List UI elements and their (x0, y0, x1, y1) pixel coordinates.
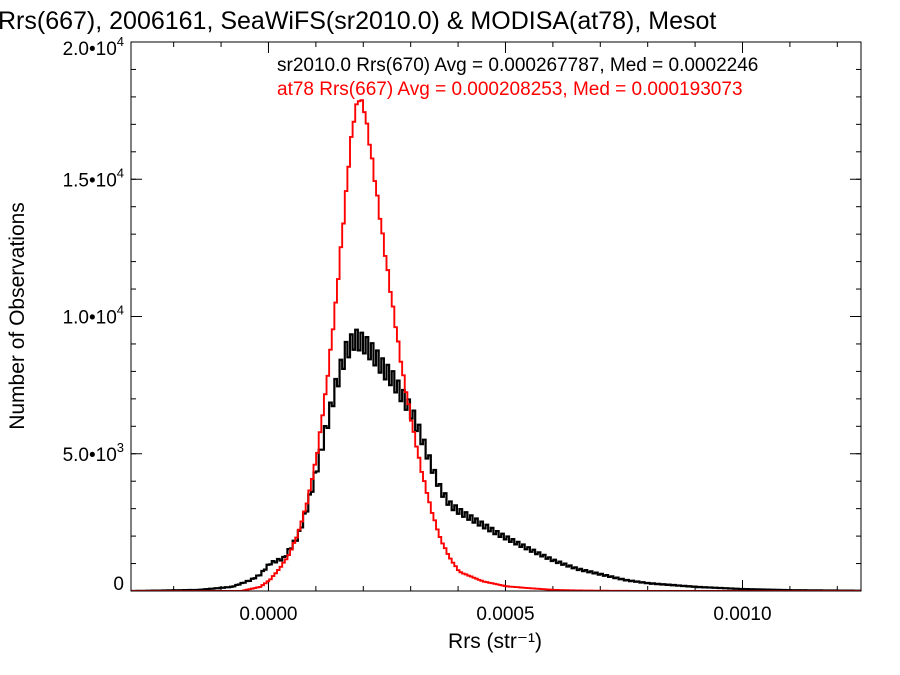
plot-frame (130, 41, 862, 592)
series-layer (131, 99, 861, 591)
legend-entry-sr2010: sr2010.0 Rrs(670) Avg = 0.000267787, Med… (277, 55, 758, 76)
chart-title: Rrs(667), 2006161, SeaWiFS(sr2010.0) & M… (0, 7, 716, 35)
y-tick-label: 1.5•104 (63, 165, 124, 191)
y-tick-label: 5.0•103 (63, 440, 124, 466)
legend-entry-at78: at78 Rrs(667) Avg = 0.000208253, Med = 0… (277, 79, 743, 100)
y-tick-label: 1.0•104 (63, 303, 124, 329)
x-tick-label: 0.0010 (713, 604, 771, 625)
y-tick-label: 0 (113, 574, 124, 595)
y-tick-label: 2.0•104 (63, 34, 124, 60)
x-tick-labels: 0.0000 0.0005 0.0010 (239, 604, 771, 625)
x-tick-label: 0.0005 (476, 604, 534, 625)
minor-ticks (131, 42, 861, 591)
y-tick-labels: 0 5.0•103 1.0•104 1.5•104 2.0•104 (63, 34, 124, 595)
y-axis-label: Number of Observations (6, 202, 29, 430)
x-tick-label: 0.0000 (239, 604, 297, 625)
series-at78-histogram (131, 99, 861, 591)
major-ticks (131, 41, 861, 592)
x-axis-label: Rrs (str⁻¹) (448, 630, 542, 653)
series-sr2010-histogram (131, 328, 861, 591)
